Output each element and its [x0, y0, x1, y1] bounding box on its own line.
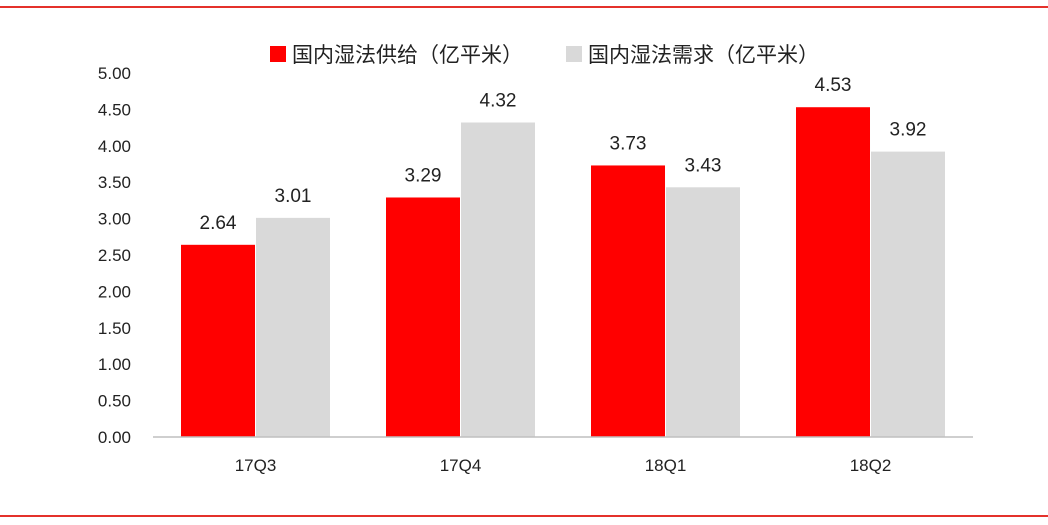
x-tick-label: 17Q3 [235, 456, 277, 475]
supply-value-label-18Q1: 3.73 [610, 133, 647, 154]
supply-bar-17Q3 [181, 244, 255, 437]
y-axis: 0.00 0.50 1.00 1.50 2.00 2.50 3.00 3.50 4.00 4.50… [98, 64, 131, 447]
x-axis: 17Q3 17Q4 18Q1 18Q2 [153, 436, 973, 475]
y-tick-label: 2.50 [98, 246, 131, 265]
demand-value-label-18Q2: 3.92 [890, 120, 927, 141]
supply-bar-17Q4 [386, 197, 460, 437]
demand-bar-18Q1 [666, 187, 740, 437]
supply-value-label-18Q2: 4.53 [815, 75, 852, 96]
y-tick-label: 1.00 [98, 355, 131, 374]
x-tick-label: 18Q2 [850, 456, 892, 475]
supply-value-label-17Q3: 2.64 [200, 213, 237, 234]
y-tick-label: 0.00 [98, 428, 131, 447]
y-tick-label: 3.00 [98, 210, 131, 229]
demand-bar-18Q2 [871, 151, 945, 437]
demand-value-label-17Q3: 3.01 [275, 186, 312, 207]
y-tick-label: 0.50 [98, 392, 131, 411]
y-tick-label: 4.50 [98, 100, 131, 119]
supply-bar-18Q1 [591, 165, 665, 437]
demand-bar-17Q4 [461, 122, 535, 437]
legend-label-demand: 国内湿法需求（亿平米） [588, 44, 819, 67]
legend-label-supply: 国内湿法供给（亿平米） [292, 44, 523, 67]
legend-swatch-demand [566, 46, 582, 62]
legend-swatch-supply [270, 46, 286, 62]
supply-value-label-17Q4: 3.29 [405, 165, 442, 186]
y-tick-label: 3.50 [98, 173, 131, 192]
demand-value-label-18Q1: 3.43 [685, 155, 722, 176]
y-tick-label: 1.50 [98, 319, 131, 338]
y-tick-label: 2.00 [98, 282, 131, 301]
top-rule [0, 6, 1048, 8]
bars [181, 107, 945, 437]
demand-bar-17Q3 [256, 217, 330, 437]
legend: 国内湿法供给（亿平米） 国内湿法需求（亿平米） [270, 44, 819, 67]
demand-value-label-17Q4: 4.32 [480, 91, 517, 112]
y-tick-label: 5.00 [98, 64, 131, 83]
y-tick-label: 4.00 [98, 137, 131, 156]
data-labels: 2.64 3.01 3.29 4.32 3.73 3.43 4.53 3.92 [200, 75, 927, 234]
x-tick-label: 18Q1 [645, 456, 687, 475]
x-tick-label: 17Q4 [440, 456, 482, 475]
supply-bar-18Q2 [796, 107, 870, 437]
bottom-rule [0, 515, 1048, 517]
